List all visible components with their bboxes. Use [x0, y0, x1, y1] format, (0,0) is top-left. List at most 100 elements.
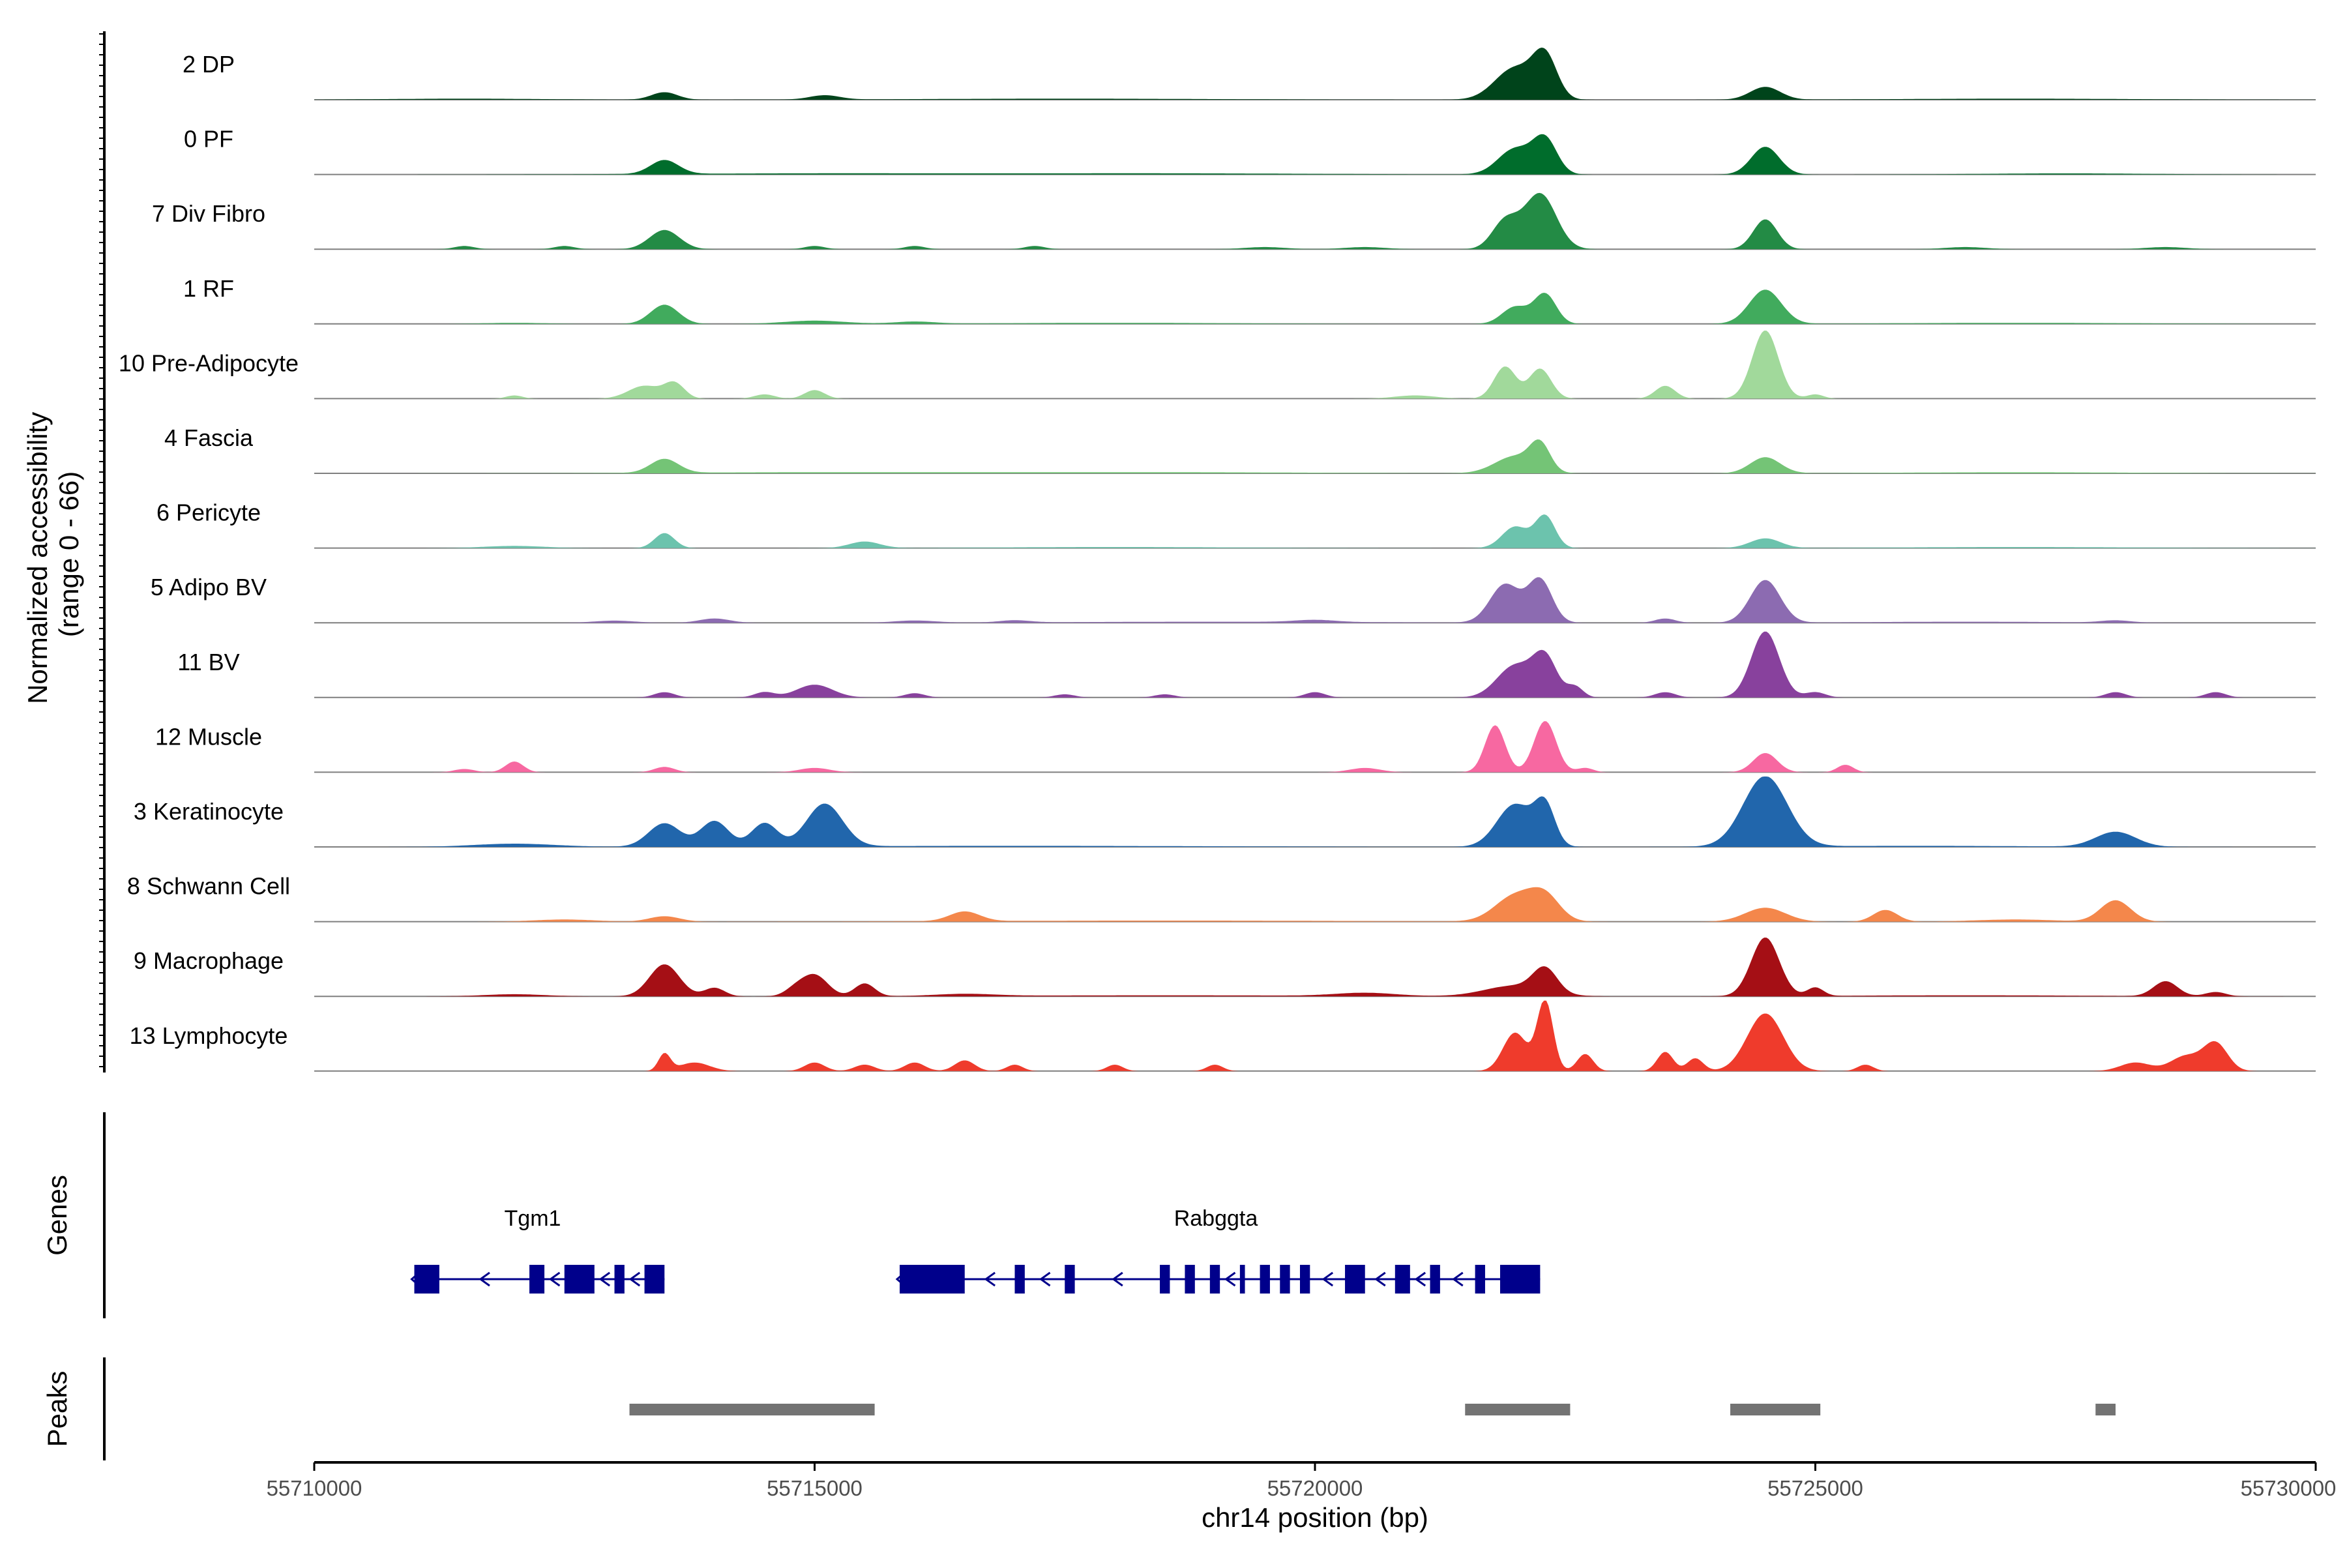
coverage-area	[314, 289, 2316, 324]
strand-arrow	[479, 1271, 490, 1287]
coverage-y-ticks	[99, 33, 104, 1067]
track-label: 3 Keratinocyte	[134, 798, 284, 825]
peaks-axis-title: Peaks	[42, 1371, 72, 1447]
strand-arrow	[598, 1271, 611, 1287]
gene-exon	[1014, 1265, 1025, 1294]
coverage-area	[314, 577, 2316, 623]
gene-exon	[1160, 1265, 1170, 1294]
genes-layer: Tgm1 Rabggta	[410, 1206, 1541, 1294]
track-label: 5 Adipo BV	[151, 574, 267, 600]
peak-region	[1730, 1404, 1821, 1415]
track-label: 0 PF	[184, 126, 233, 153]
track-13: 9 Macrophage	[134, 938, 2316, 998]
track-label: 9 Macrophage	[134, 947, 284, 974]
track-label: 7 Div Fibro	[152, 200, 265, 227]
peak-region	[629, 1404, 875, 1415]
coverage-area	[314, 721, 2316, 773]
track-10: 12 Muscle	[155, 721, 2316, 773]
track-11: 3 Keratinocyte	[134, 777, 2316, 848]
strand-arrow	[1414, 1271, 1426, 1287]
gene-rabggta: Rabggta	[895, 1206, 1541, 1294]
coverage-area	[314, 134, 2316, 175]
gene-exon	[564, 1265, 595, 1294]
gene-name-label: Rabggta	[1174, 1206, 1258, 1231]
track-14: 13 Lymphocyte	[130, 1000, 2316, 1072]
track-label: 8 Schwann Cell	[127, 873, 290, 900]
coverage-area	[314, 514, 2316, 548]
coverage-area	[314, 192, 2316, 250]
gene-exon	[1260, 1265, 1270, 1294]
strand-arrow	[984, 1271, 996, 1287]
x-tick-label: 55730000	[2241, 1476, 2337, 1500]
gene-name-label: Tgm1	[505, 1206, 561, 1231]
gene-exon	[1185, 1265, 1195, 1294]
gene-exon	[1239, 1265, 1245, 1294]
track-12: 8 Schwann Cell	[127, 873, 2316, 923]
gene-exon	[1209, 1265, 1220, 1294]
track-label: 10 Pre-Adipocyte	[119, 349, 299, 376]
peak-region	[2095, 1404, 2116, 1415]
gene-exon	[614, 1265, 625, 1294]
gene-exon	[1430, 1265, 1440, 1294]
y-axis-title: Normalized accessibility (range 0 - 66)	[22, 404, 84, 704]
x-axis-title: chr14 position (bp)	[1202, 1502, 1428, 1533]
track-label: 13 Lymphocyte	[130, 1022, 288, 1049]
track-label: 12 Muscle	[155, 723, 262, 750]
coverage-area	[314, 887, 2316, 922]
y-axis-title-range: (range 0 - 66)	[53, 471, 84, 637]
track-6: 4 Fascia	[164, 424, 2316, 474]
coverage-area	[314, 777, 2316, 847]
track-2: 0 PF	[184, 126, 2316, 175]
track-label: 4 Fascia	[164, 424, 254, 451]
coverage-area	[314, 938, 2316, 997]
strand-arrow	[628, 1271, 641, 1287]
coverage-area	[314, 1000, 2316, 1071]
strand-arrow	[1112, 1271, 1123, 1287]
coverage-area	[314, 631, 2316, 698]
peak-region	[1465, 1404, 1571, 1415]
gene-exon	[1280, 1265, 1290, 1294]
gene-exon	[899, 1265, 965, 1294]
track-7: 6 Pericyte	[156, 499, 2316, 549]
coverage-area	[314, 331, 2316, 399]
gene-exon	[1299, 1265, 1310, 1294]
track-8: 5 Adipo BV	[151, 574, 2316, 624]
gene-exon	[414, 1265, 439, 1294]
track-1: 2 DP	[183, 48, 2316, 100]
gene-exon	[1499, 1265, 1541, 1294]
track-label: 6 Pericyte	[156, 499, 261, 526]
x-tick-label: 55715000	[767, 1476, 863, 1500]
peaks-layer	[629, 1404, 2116, 1415]
coverage-area	[314, 48, 2316, 100]
track-5: 10 Pre-Adipocyte	[119, 331, 2316, 400]
track-9: 11 BV	[177, 631, 2316, 698]
strand-arrow	[1321, 1271, 1334, 1287]
track-label: 11 BV	[177, 649, 239, 675]
tracks-layer: 2 DP 0 PF 7 Div Fibro 1 RF 10 Pre-Adipocyte 4…	[119, 48, 2316, 1072]
strand-arrow	[548, 1271, 561, 1287]
genes-axis-title: Genes	[42, 1175, 72, 1256]
x-tick-label: 55725000	[1767, 1476, 1863, 1500]
x-tick-label: 55720000	[1267, 1476, 1363, 1500]
strand-arrow	[1374, 1271, 1386, 1287]
track-3: 7 Div Fibro	[152, 192, 2316, 250]
gene-exon	[1065, 1265, 1075, 1294]
track-4: 1 RF	[183, 275, 2316, 325]
strand-arrow	[1224, 1271, 1236, 1287]
y-axis-title-main: Normalized accessibility	[22, 412, 53, 704]
strand-arrow	[1452, 1271, 1464, 1287]
track-label: 2 DP	[183, 51, 235, 78]
track-label: 1 RF	[183, 275, 234, 302]
coverage-area	[314, 439, 2316, 473]
strand-arrow	[1039, 1271, 1051, 1287]
gene-exon	[1345, 1265, 1365, 1294]
gene-exon	[529, 1265, 545, 1294]
x-axis-ticks: 55710000 55715000 55720000 55725000 55730000	[267, 1462, 2337, 1500]
gene-exon	[1475, 1265, 1485, 1294]
gene-exon	[644, 1265, 665, 1294]
x-tick-label: 55710000	[267, 1476, 362, 1500]
gene-exon	[1395, 1265, 1410, 1294]
gene-tgm1: Tgm1	[410, 1206, 665, 1294]
